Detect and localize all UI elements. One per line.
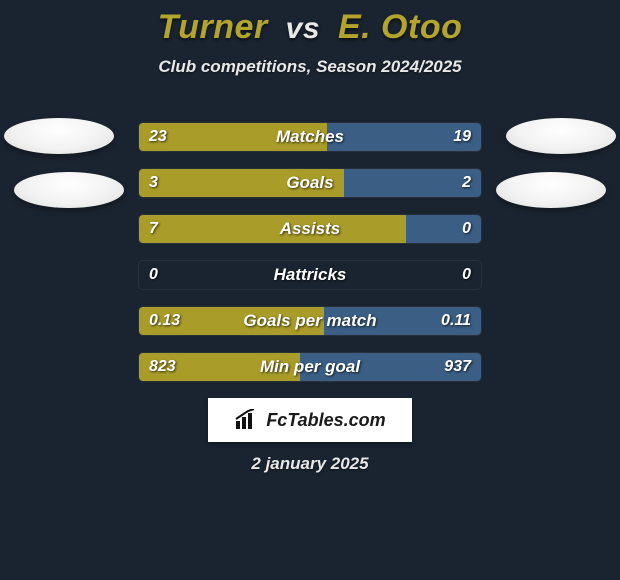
stat-label: Min per goal — [139, 353, 481, 381]
avatar-placeholder-left-2 — [14, 172, 124, 208]
comparison-card: Turner vs E. Otoo Club competitions, Sea… — [0, 0, 620, 580]
avatar-placeholder-right-1 — [506, 118, 616, 154]
subtitle: Club competitions, Season 2024/2025 — [0, 57, 620, 77]
logo-box: FcTables.com — [208, 398, 412, 442]
player1-name: Turner — [158, 8, 268, 46]
stat-label: Matches — [139, 123, 481, 151]
stat-bars: 2319Matches 32Goals 70Assists 00Hattricks 0.… — [138, 122, 482, 398]
stat-row: 823937Min per goal — [138, 352, 482, 382]
stat-row: 00Hattricks — [138, 260, 482, 290]
logo-chart-icon — [234, 409, 260, 431]
stat-row: 70Assists — [138, 214, 482, 244]
stat-row: 32Goals — [138, 168, 482, 198]
stat-label: Goals per match — [139, 307, 481, 335]
stat-label: Goals — [139, 169, 481, 197]
title: Turner vs E. Otoo — [0, 0, 620, 47]
player2-name: E. Otoo — [338, 8, 462, 46]
stat-label: Assists — [139, 215, 481, 243]
logo-text: FcTables.com — [266, 410, 385, 431]
vs-label: vs — [286, 12, 320, 45]
stat-row: 0.130.11Goals per match — [138, 306, 482, 336]
avatar-placeholder-left-1 — [4, 118, 114, 154]
date: 2 january 2025 — [0, 454, 620, 474]
stat-label: Hattricks — [139, 261, 481, 289]
stat-row: 2319Matches — [138, 122, 482, 152]
avatar-placeholder-right-2 — [496, 172, 606, 208]
